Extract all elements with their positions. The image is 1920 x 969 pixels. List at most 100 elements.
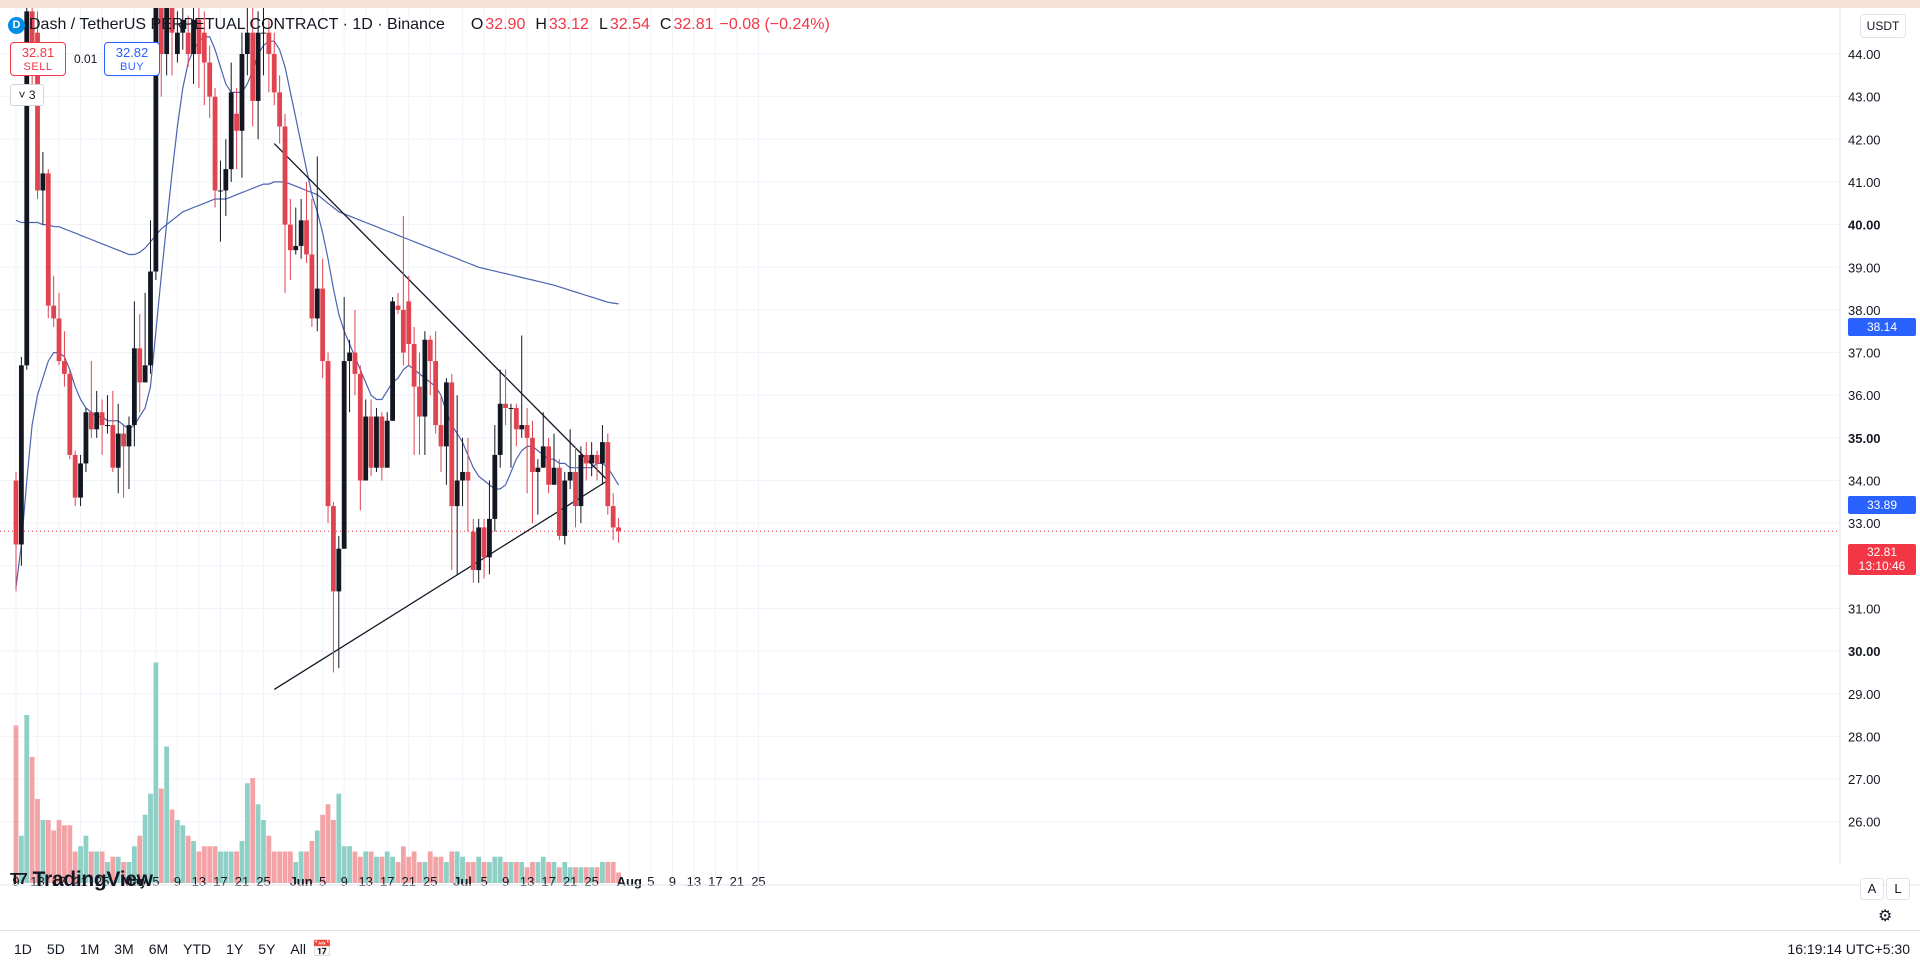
trendline — [273, 479, 609, 691]
volume-bar — [266, 835, 272, 883]
volume-bar — [540, 856, 546, 883]
candles[interactable] — [13, 8, 621, 673]
x-tick-label: 5 — [319, 874, 326, 889]
log-scale-button[interactable]: L — [1886, 878, 1910, 900]
volume-bar — [56, 820, 62, 883]
indicators-toggle[interactable]: ˅ 3 — [10, 84, 44, 106]
sell-button[interactable]: 32.81 SELL — [10, 42, 66, 76]
volume-bar — [169, 809, 175, 883]
price-chart[interactable]: 26.0027.0028.0029.0030.0031.0032.0033.00… — [0, 8, 1920, 930]
candle-body — [476, 527, 482, 571]
candle-body — [341, 361, 347, 549]
volume-bar — [363, 851, 369, 883]
candle-body — [503, 403, 508, 408]
range-button-6m[interactable]: 6M — [148, 941, 169, 957]
candle-body — [121, 433, 126, 447]
volume-bar — [530, 862, 535, 883]
candle-body — [379, 416, 385, 468]
candle-body — [352, 352, 358, 374]
x-tick-label: 9 — [502, 874, 509, 889]
y-tick-label: 27.00 — [1848, 772, 1881, 787]
high-label: H — [535, 16, 547, 33]
candle-body — [616, 527, 621, 532]
candle-body — [546, 446, 552, 485]
y-tick-label: 42.00 — [1848, 132, 1881, 147]
symbol-title[interactable]: Dash / TetherUS PERPETUAL CONTRACT · 1D … — [29, 16, 445, 33]
volume-bar — [158, 788, 164, 883]
chart-legend: D Dash / TetherUS PERPETUAL CONTRACT · 1… — [8, 12, 830, 38]
candle-body — [51, 305, 57, 319]
candle-body — [470, 531, 476, 571]
volume-bar — [454, 851, 460, 883]
volume-bar — [228, 851, 234, 883]
candle-body — [449, 382, 455, 507]
volume-bar — [470, 862, 476, 883]
candle-body — [395, 305, 401, 310]
volume-bar — [261, 820, 266, 883]
currency-selector[interactable]: USDT — [1860, 14, 1906, 38]
tradingview-logo[interactable]: T7 TradingView — [10, 868, 153, 892]
calendar-icon[interactable]: 📅 — [312, 941, 332, 958]
volume-bar — [239, 841, 245, 883]
volume-bar — [126, 862, 132, 883]
candle-body — [228, 92, 234, 170]
x-tick-label: 25 — [751, 874, 765, 889]
candle-body — [519, 425, 525, 430]
candle-body — [105, 425, 110, 427]
trendlines[interactable] — [273, 143, 609, 691]
volume-bar — [357, 856, 363, 883]
candle-body — [422, 339, 428, 417]
range-button-1d[interactable]: 1D — [14, 941, 32, 957]
candle-body — [556, 467, 562, 536]
buy-button[interactable]: 32.82 BUY — [104, 42, 160, 76]
range-button-ytd[interactable]: YTD — [183, 941, 212, 957]
range-button-5y[interactable]: 5Y — [258, 941, 276, 957]
volume-bar — [551, 862, 557, 883]
gear-icon[interactable]: ⚙ — [1878, 908, 1893, 925]
volume-bar — [110, 856, 116, 883]
range-button-all[interactable]: All — [290, 941, 306, 957]
clock[interactable]: 16:19:14 UTC+5:30 — [1787, 941, 1910, 957]
candle-body — [94, 412, 100, 430]
x-tick-label: 25 — [584, 874, 598, 889]
candle-body — [250, 32, 256, 101]
candle-body — [600, 442, 605, 464]
candle-body — [24, 11, 30, 366]
candle-body — [196, 19, 202, 54]
volume-bar — [616, 872, 621, 883]
change-value: −0.08 (−0.24%) — [719, 16, 830, 33]
range-button-1m[interactable]: 1M — [79, 941, 100, 957]
range-button-5d[interactable]: 5D — [46, 941, 65, 957]
volume-bar — [35, 799, 40, 883]
candle-body — [314, 288, 320, 319]
candle-body — [78, 463, 83, 498]
x-tick-label: 21 — [730, 874, 744, 889]
range-button-1y[interactable]: 1Y — [226, 941, 244, 957]
candle-body — [234, 113, 239, 131]
auto-scale-button[interactable]: A — [1860, 878, 1884, 900]
volume-bar — [374, 856, 379, 883]
range-button-3m[interactable]: 3M — [114, 941, 134, 957]
low-label: L — [598, 16, 608, 33]
candle-body — [497, 403, 503, 455]
volume-bar — [578, 867, 584, 883]
y-tick-label: 41.00 — [1848, 175, 1881, 190]
candle-body — [282, 126, 288, 225]
x-tick-label: 25 — [256, 874, 270, 889]
dash-coin-icon[interactable]: D — [8, 16, 25, 34]
volume-bar — [508, 862, 514, 883]
x-tick-label: 25 — [423, 874, 437, 889]
volume-bar — [594, 867, 600, 883]
candle-body — [158, 8, 164, 54]
volume-bar — [13, 725, 19, 883]
volume-bar — [40, 820, 46, 883]
volume-bar — [492, 856, 498, 883]
volume-bar — [207, 846, 213, 883]
tradingview-mark-icon: T7 — [10, 871, 28, 888]
x-tick-label: 17 — [541, 874, 555, 889]
candle-body — [126, 425, 132, 447]
ma-slow-price-label: 38.14 — [1848, 318, 1916, 336]
open-label: O — [470, 16, 484, 33]
volume-bar — [417, 862, 422, 883]
candle-body — [336, 548, 342, 592]
